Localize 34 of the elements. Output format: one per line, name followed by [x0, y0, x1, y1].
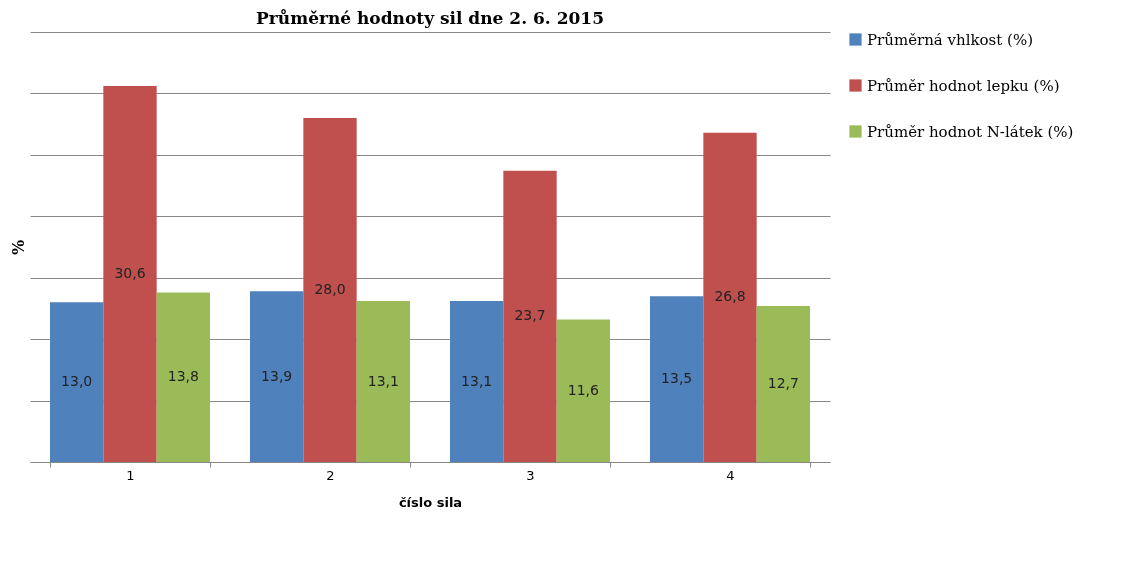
legend-label: Průměrná vhlkost (%) [867, 30, 1034, 49]
data-label: 13,9 [261, 367, 293, 384]
data-label: 13,8 [167, 368, 199, 385]
x-tick-label: 2 [326, 467, 335, 483]
x-tick-label: 3 [526, 467, 535, 483]
bar [703, 132, 757, 462]
data-label: 12,7 [767, 374, 799, 391]
x-axis-title: číslo sila [398, 494, 463, 510]
x-tick-label: 1 [126, 467, 135, 483]
bar [650, 296, 704, 462]
bar [250, 291, 304, 462]
bar [756, 305, 810, 462]
bar [156, 292, 210, 462]
data-label: 13,0 [61, 373, 93, 390]
bar [103, 86, 157, 462]
data-label: 23,7 [514, 307, 546, 324]
bar [556, 319, 610, 462]
bar [303, 118, 357, 462]
data-label: 13,5 [661, 370, 693, 387]
data-label: 28,0 [314, 281, 346, 297]
bar [503, 170, 557, 462]
bar [450, 301, 504, 462]
data-label: 26,8 [714, 288, 746, 305]
bar [356, 301, 410, 462]
x-tick-label: 4 [726, 467, 735, 483]
data-label: 13,1 [461, 372, 493, 389]
bar [50, 302, 104, 462]
chart-title: Průměrné hodnoty sil dne 2. 6. 2015 [256, 8, 604, 28]
legend-label: Průměr hodnot lepku (%) [867, 76, 1060, 95]
data-label: 11,6 [567, 381, 600, 398]
legend-label: Průměr hodnot N-látek (%) [867, 122, 1074, 141]
data-label: 30,6 [114, 265, 146, 282]
data-label: 13,1 [367, 372, 399, 389]
y-axis-title: % [8, 239, 28, 256]
